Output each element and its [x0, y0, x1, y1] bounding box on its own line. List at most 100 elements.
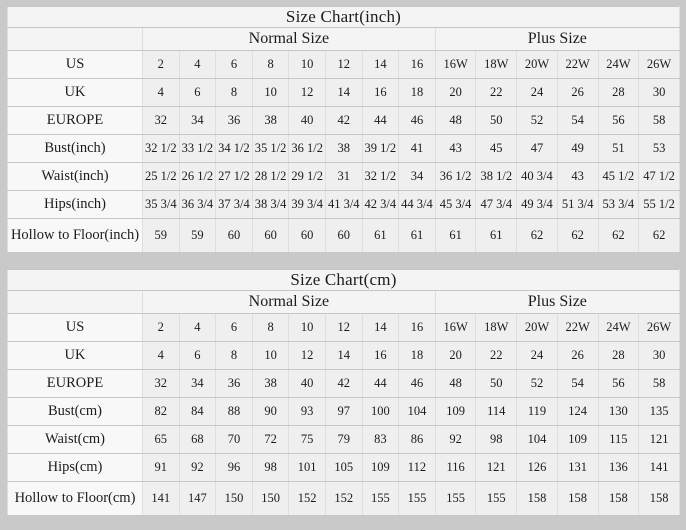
- size-value-cell: 18: [398, 78, 436, 107]
- size-value-cell: 36 1/2: [434, 162, 477, 191]
- size-value-cell: 90: [251, 397, 290, 426]
- size-value-cell: 16W: [434, 50, 477, 79]
- row-label: Bust(cm): [7, 397, 143, 426]
- size-value-cell: 28: [597, 78, 640, 107]
- size-value-cell: 155: [398, 481, 436, 516]
- size-value-cell: 150: [215, 481, 253, 516]
- size-value-cell: 38 1/2: [475, 162, 518, 191]
- size-value-cell: 10: [251, 78, 290, 107]
- corner-cell: [7, 290, 143, 314]
- size-value-cell: 54: [556, 106, 599, 135]
- table-row: US 2 4 6 8 10 12 14 16 16W 18W 20W 22W 24W 26W: [7, 50, 680, 79]
- size-value-cell: 93: [288, 397, 326, 426]
- size-value-cell: 48: [434, 106, 477, 135]
- size-value-cell: 45: [475, 134, 518, 163]
- size-value-cell: 34: [398, 162, 436, 191]
- table-row: Bust(cm) 82 84 88 90 93 97 100 104 109 114 119 124 13…: [7, 397, 680, 426]
- table-row: Waist(cm) 65 68 70 72 75 79 83 86 92 98 104 109 115 12…: [7, 425, 680, 454]
- size-value-cell: 38 3/4: [251, 190, 290, 219]
- size-value-cell: 121: [638, 425, 680, 454]
- size-value-cell: 4: [142, 341, 180, 370]
- size-value-cell: 35 3/4: [142, 190, 180, 219]
- size-value-cell: 51: [597, 134, 640, 163]
- size-value-cell: 79: [324, 425, 363, 454]
- size-value-cell: 50: [475, 106, 518, 135]
- size-value-cell: 109: [434, 397, 477, 426]
- size-value-cell: 56: [597, 369, 640, 398]
- size-value-cell: 2: [142, 50, 180, 79]
- size-value-cell: 141: [638, 453, 680, 482]
- size-value-cell: 52: [516, 369, 558, 398]
- size-value-cell: 53 3/4: [597, 190, 640, 219]
- size-value-cell: 36: [215, 369, 253, 398]
- size-value-cell: 84: [178, 397, 217, 426]
- size-value-cell: 83: [361, 425, 400, 454]
- size-value-cell: 150: [251, 481, 290, 516]
- size-value-cell: 61: [361, 218, 400, 253]
- size-value-cell: 12: [324, 313, 363, 342]
- row-label: UK: [7, 341, 143, 370]
- size-value-cell: 28 1/2: [251, 162, 290, 191]
- size-value-cell: 45 3/4: [434, 190, 477, 219]
- size-value-cell: 16: [398, 50, 436, 79]
- size-value-cell: 43: [556, 162, 599, 191]
- size-value-cell: 158: [638, 481, 680, 516]
- size-chart-inch-table: Size Chart(inch) Normal Size Plus Size US 2 4…: [7, 6, 680, 253]
- size-value-cell: 22: [475, 341, 518, 370]
- size-value-cell: 92: [434, 425, 477, 454]
- size-value-cell: 16: [398, 313, 436, 342]
- size-value-cell: 62: [597, 218, 640, 253]
- size-value-cell: 40 3/4: [516, 162, 558, 191]
- column-group-row: Normal Size Plus Size: [7, 27, 680, 51]
- table-title-row: Size Chart(cm): [7, 269, 680, 291]
- table-row: UK 4 6 8 10 12 14 16 18 20 22 24 26 28 30: [7, 341, 680, 370]
- size-value-cell: 24: [516, 78, 558, 107]
- size-value-cell: 6: [215, 313, 253, 342]
- size-value-cell: 52: [516, 106, 558, 135]
- size-value-cell: 27 1/2: [215, 162, 253, 191]
- size-value-cell: 37 3/4: [215, 190, 253, 219]
- size-value-cell: 20: [434, 78, 477, 107]
- row-label: Hollow to Floor(inch): [7, 218, 143, 253]
- table-title-row: Size Chart(inch): [7, 6, 680, 28]
- size-value-cell: 98: [475, 425, 518, 454]
- plus-size-header: Plus Size: [434, 290, 680, 314]
- size-value-cell: 47 3/4: [475, 190, 518, 219]
- size-value-cell: 86: [398, 425, 436, 454]
- row-label: UK: [7, 78, 143, 107]
- size-value-cell: 40: [288, 106, 326, 135]
- size-value-cell: 101: [288, 453, 326, 482]
- size-value-cell: 20W: [516, 50, 558, 79]
- size-value-cell: 109: [556, 425, 599, 454]
- table-row: Hollow to Floor(inch) 59 59 60 60 60 60 61 61 61 6…: [7, 218, 680, 253]
- size-value-cell: 60: [324, 218, 363, 253]
- size-value-cell: 24W: [597, 313, 640, 342]
- size-value-cell: 62: [556, 218, 599, 253]
- size-value-cell: 12: [288, 78, 326, 107]
- size-value-cell: 14: [361, 50, 400, 79]
- size-value-cell: 22: [475, 78, 518, 107]
- size-value-cell: 135: [638, 397, 680, 426]
- size-value-cell: 33 1/2: [178, 134, 217, 163]
- size-value-cell: 12: [288, 341, 326, 370]
- size-value-cell: 41 3/4: [324, 190, 363, 219]
- size-value-cell: 91: [142, 453, 180, 482]
- size-value-cell: 30: [638, 341, 680, 370]
- size-value-cell: 8: [251, 50, 290, 79]
- size-value-cell: 121: [475, 453, 518, 482]
- size-value-cell: 55 1/2: [638, 190, 680, 219]
- size-value-cell: 131: [556, 453, 599, 482]
- size-value-cell: 4: [142, 78, 180, 107]
- table-title: Size Chart(inch): [7, 6, 680, 28]
- size-value-cell: 10: [288, 313, 326, 342]
- size-value-cell: 38: [251, 369, 290, 398]
- size-value-cell: 53: [638, 134, 680, 163]
- row-label: Waist(cm): [7, 425, 143, 454]
- size-value-cell: 98: [251, 453, 290, 482]
- size-value-cell: 8: [251, 313, 290, 342]
- size-value-cell: 141: [142, 481, 180, 516]
- size-value-cell: 43: [434, 134, 477, 163]
- size-value-cell: 4: [178, 50, 217, 79]
- row-label: US: [7, 313, 143, 342]
- size-value-cell: 96: [215, 453, 253, 482]
